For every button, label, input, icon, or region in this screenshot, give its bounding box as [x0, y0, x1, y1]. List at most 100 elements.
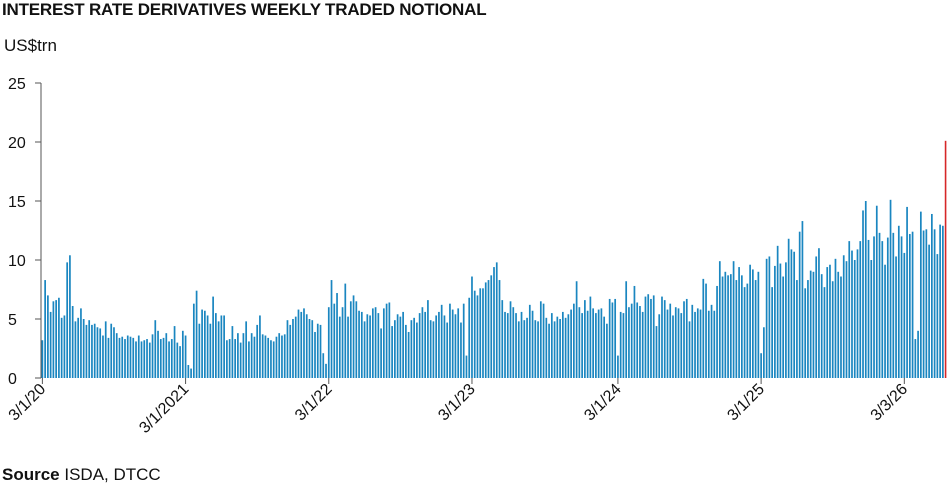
bar-latest-week: [944, 140, 947, 378]
bar: [845, 261, 848, 378]
bar: [454, 314, 457, 378]
bar: [248, 341, 250, 378]
y-tick-label: 5: [8, 312, 17, 329]
bar: [355, 301, 358, 378]
bar: [297, 309, 300, 378]
bar: [363, 321, 366, 378]
bar: [399, 316, 402, 378]
bar: [812, 271, 815, 378]
bar: [237, 333, 239, 378]
bar: [336, 293, 338, 378]
bar: [787, 238, 790, 378]
bar: [91, 324, 93, 378]
bar: [595, 313, 597, 378]
bar: [870, 260, 873, 378]
bar: [713, 310, 716, 378]
bar: [652, 295, 655, 378]
bar: [539, 301, 542, 378]
bar: [223, 315, 225, 378]
bar: [763, 327, 765, 378]
bar: [614, 298, 617, 378]
bar: [677, 308, 680, 378]
bar: [187, 365, 190, 378]
bar: [471, 276, 473, 378]
bar: [250, 333, 253, 378]
bar: [66, 262, 69, 378]
bar: [55, 300, 57, 378]
bar: [826, 267, 829, 378]
bar: [396, 314, 399, 378]
bar: [143, 340, 146, 378]
bar: [242, 333, 245, 378]
x-tick-label: 3/1/22: [292, 381, 336, 425]
bar: [550, 313, 553, 378]
bar: [867, 239, 870, 378]
bar: [316, 323, 319, 378]
bar: [707, 310, 710, 378]
bar: [192, 303, 195, 378]
bar: [294, 316, 297, 378]
bar: [862, 210, 864, 378]
bar: [674, 307, 677, 378]
bar: [228, 339, 231, 378]
bar: [504, 311, 506, 378]
bar: [204, 310, 206, 378]
bar: [446, 322, 449, 378]
bar: [589, 296, 592, 378]
bar: [303, 308, 305, 378]
bar: [457, 308, 460, 378]
x-tick-label: 3/1/2021: [136, 381, 192, 437]
bar: [718, 261, 721, 378]
bar: [705, 283, 707, 378]
bar: [314, 331, 316, 378]
bar: [600, 308, 603, 378]
bar: [873, 236, 875, 378]
bar: [793, 251, 796, 378]
bar: [837, 271, 840, 378]
bar: [473, 290, 476, 378]
bar: [919, 211, 922, 378]
bar: [892, 232, 895, 378]
bar: [760, 353, 762, 378]
bar: [603, 316, 606, 378]
bar: [311, 320, 314, 378]
bar: [831, 281, 834, 378]
bar: [58, 297, 60, 378]
bar: [286, 320, 289, 378]
bar: [52, 301, 55, 378]
bar: [506, 313, 509, 378]
chart-title: INTEREST RATE DERIVATIVES WEEKLY TRADED …: [2, 0, 487, 19]
bar: [823, 287, 826, 378]
bar: [385, 303, 388, 378]
bar: [438, 311, 440, 378]
bar: [490, 275, 493, 378]
bar: [575, 281, 578, 378]
bar: [597, 309, 600, 378]
bar: [716, 285, 718, 378]
bar: [432, 321, 435, 378]
bar: [611, 302, 614, 378]
bar: [884, 264, 886, 378]
bar: [424, 311, 427, 378]
bar: [939, 224, 941, 378]
bar: [377, 313, 380, 378]
bar: [176, 342, 179, 378]
source-text: ISDA, DTCC: [64, 465, 161, 484]
bar: [729, 274, 732, 378]
bar: [922, 230, 925, 378]
bar: [531, 310, 534, 378]
bar: [765, 258, 768, 378]
bar: [889, 199, 892, 378]
bar: [878, 232, 881, 378]
bar: [341, 307, 344, 378]
bar: [281, 335, 283, 378]
bar: [696, 308, 699, 378]
bar: [487, 280, 490, 378]
bar: [875, 205, 878, 378]
bar: [465, 355, 468, 378]
bar: [374, 307, 377, 378]
bar: [647, 294, 650, 378]
bar: [325, 363, 327, 378]
bar: [146, 339, 148, 378]
bar: [201, 309, 203, 378]
